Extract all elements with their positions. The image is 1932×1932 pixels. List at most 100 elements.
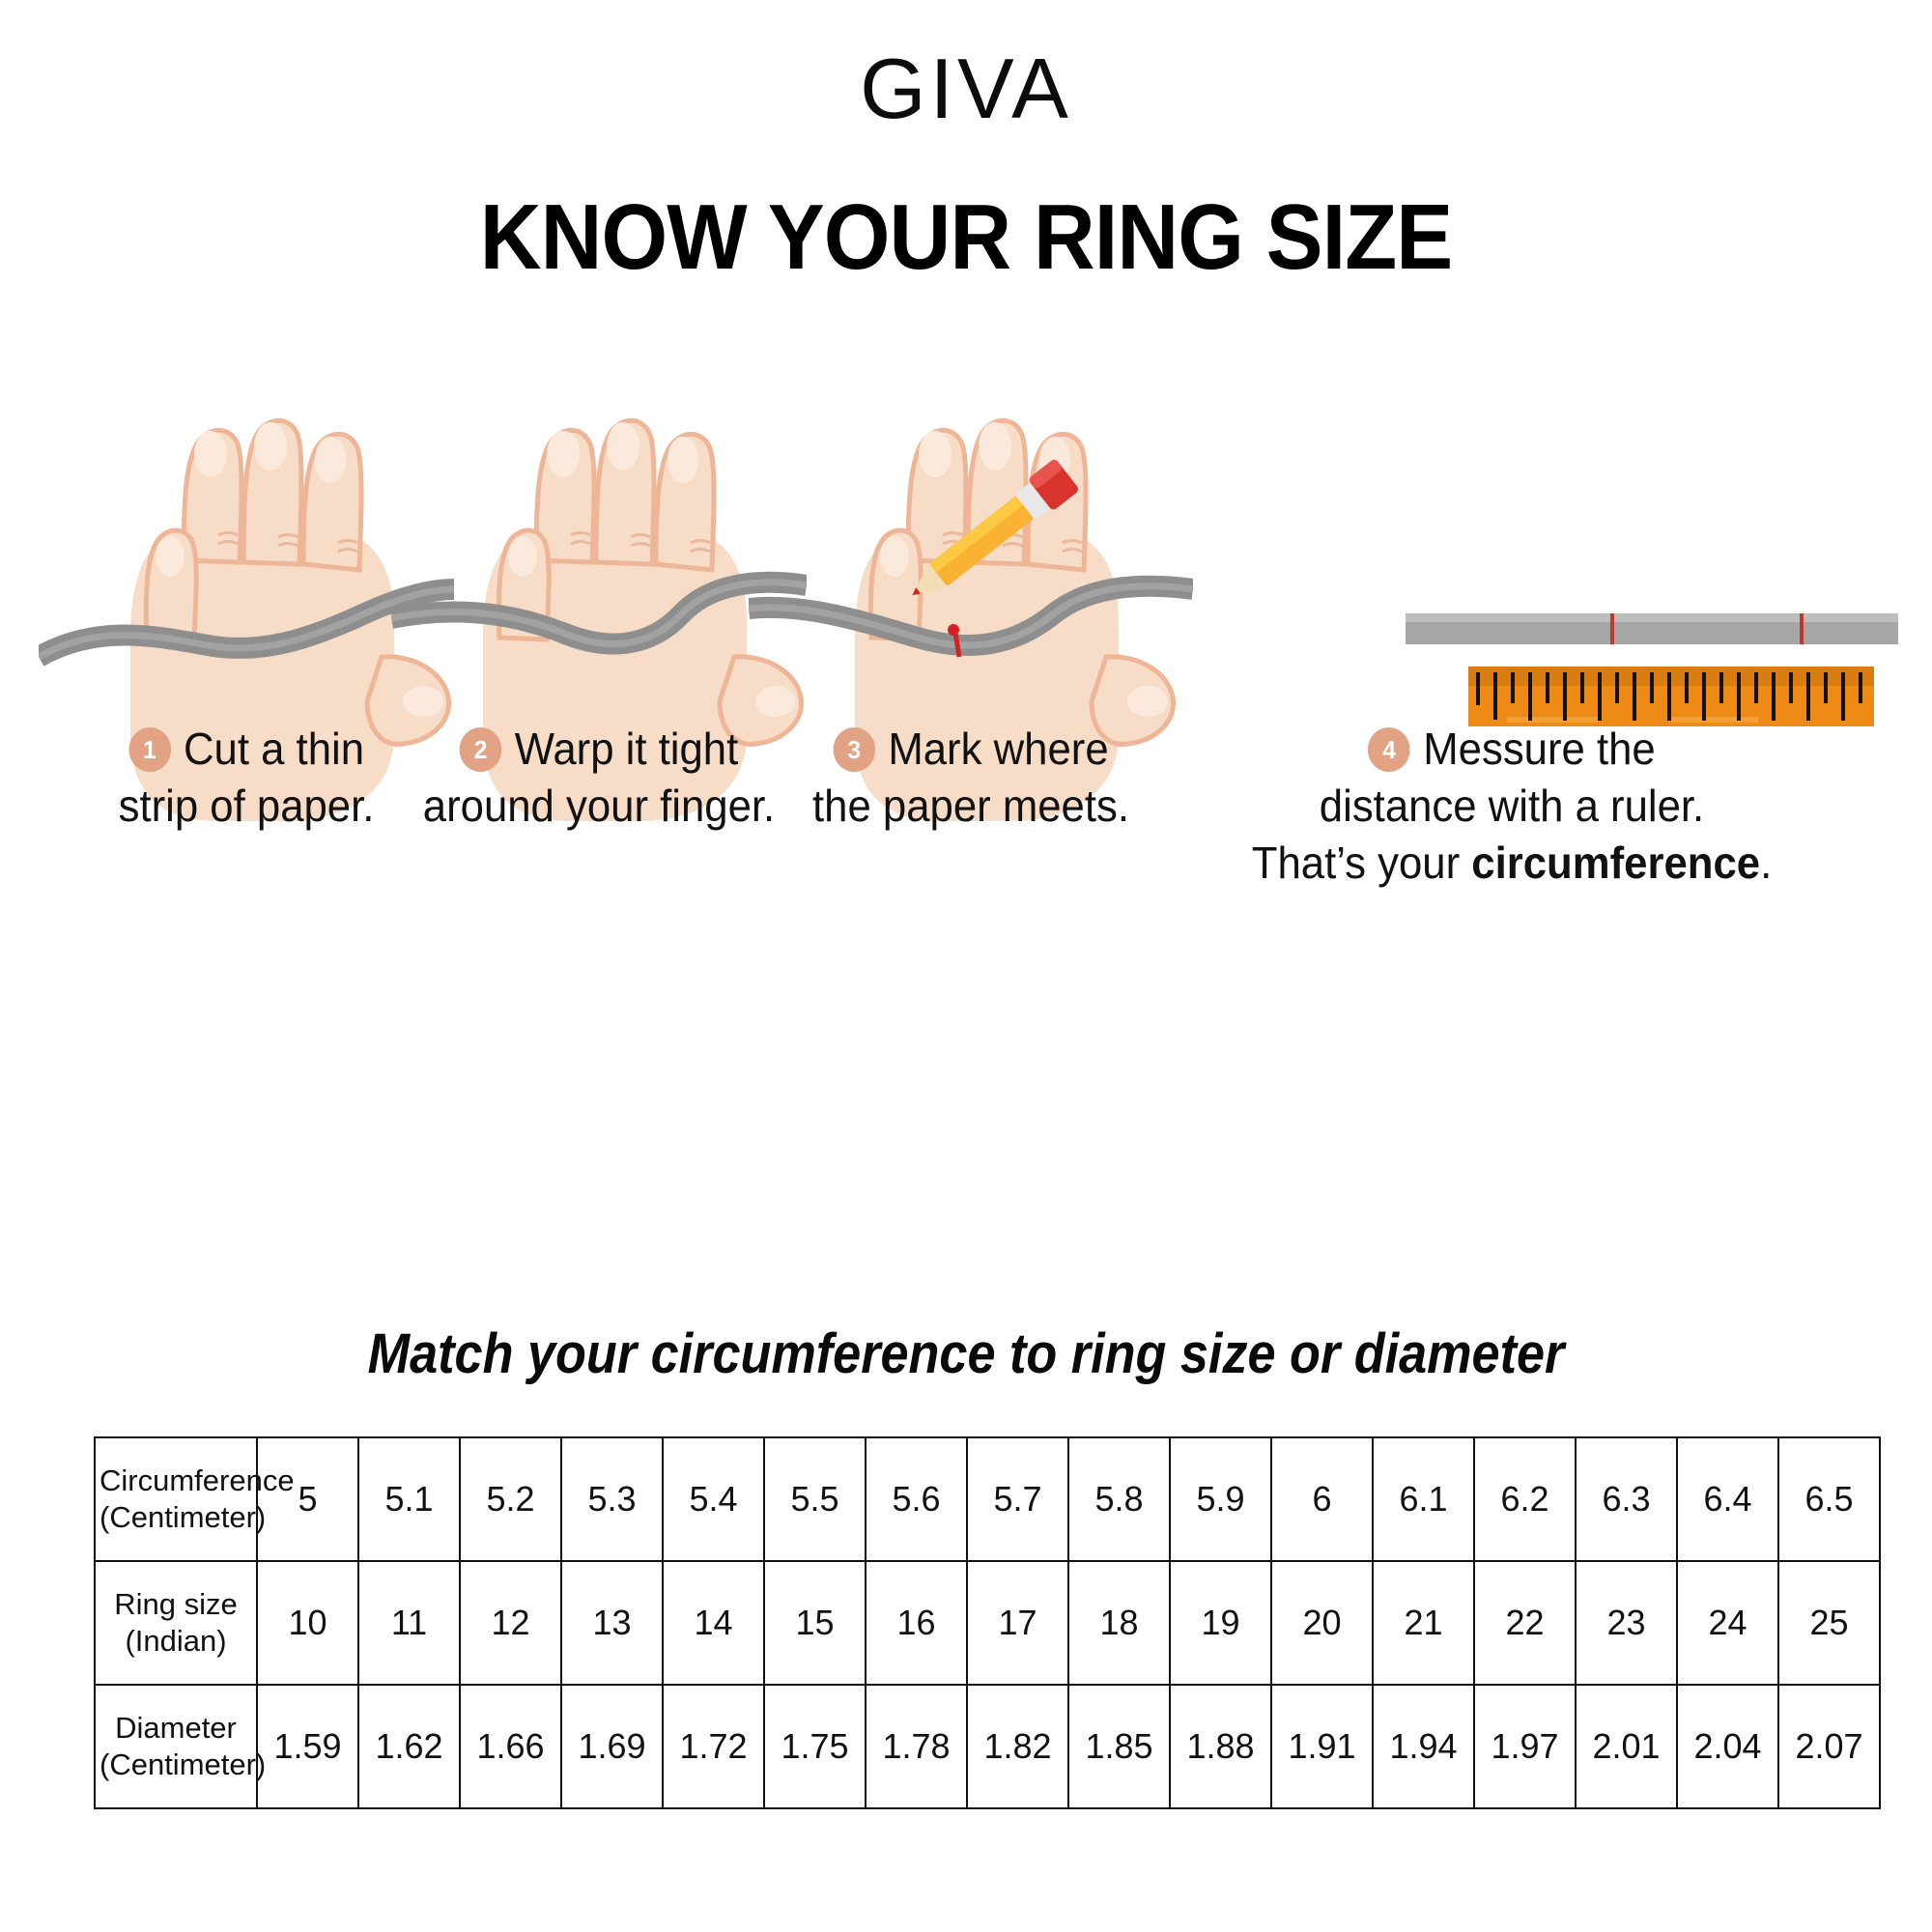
table-cell: 1.72 (662, 1684, 765, 1809)
table-row-label-line2: (Indian) (125, 1624, 227, 1658)
table-cell: 6.3 (1575, 1436, 1678, 1562)
table-cell: 18 (1067, 1560, 1171, 1686)
table-cell: 5 (256, 1436, 359, 1562)
size-table-wrapper: Circumference (Centimeter) 5 5.1 5.2 5.3 5.4 5.… (94, 1436, 1881, 1809)
step-3-caption: 3 Mark where the paper meets. (760, 721, 1182, 835)
table-cell: 1.91 (1270, 1684, 1374, 1809)
table-cell: 6.2 (1473, 1436, 1577, 1562)
table-cell: 15 (763, 1560, 867, 1686)
step-4-caption-line1: Messure the (1423, 724, 1656, 774)
table-cell: 17 (966, 1560, 1069, 1686)
table-cell: 10 (256, 1560, 359, 1686)
table-cell: 2.04 (1676, 1684, 1779, 1809)
table-cell: 6.4 (1676, 1436, 1779, 1562)
step-4-caption-line2: distance with a ruler. (1319, 780, 1705, 831)
table-cell: 5.7 (966, 1436, 1069, 1562)
step-1-caption-line2: strip of paper. (118, 780, 375, 831)
table-cell: 22 (1473, 1560, 1577, 1686)
table-cell: 5.3 (560, 1436, 664, 1562)
step-1-caption-line1: Cut a thin (183, 724, 365, 774)
table-subtitle: Match your circumference to ring size or… (367, 1322, 1565, 1385)
step-3-badge: 3 (833, 727, 876, 772)
table-cell: 5.5 (763, 1436, 867, 1562)
table-row: Diameter (Centimeter) 1.59 1.62 1.66 1.69 1.72… (94, 1684, 1881, 1809)
step-4-badge: 4 (1368, 727, 1410, 772)
table-row: Ring size (Indian) 10 11 12 13 14 15 16 17 18 19 20 2… (94, 1560, 1881, 1686)
table-cell: 12 (459, 1560, 562, 1686)
step-4-line3-suffix: . (1760, 837, 1773, 888)
table-cell: 23 (1575, 1560, 1678, 1686)
table-cell: 1.97 (1473, 1684, 1577, 1809)
hand-with-paper-strip-icon (39, 415, 454, 821)
table-cell: 25 (1777, 1560, 1881, 1686)
step-3-caption-line2: the paper meets. (812, 780, 1129, 831)
ruler-and-strip-icon (1125, 415, 1898, 821)
table-cell: 5.2 (459, 1436, 562, 1562)
step-1-caption: 1 Cut a thin strip of paper. (49, 721, 444, 835)
table-cell: 5.8 (1067, 1436, 1171, 1562)
table-cell: 16 (865, 1560, 968, 1686)
step-1-illustration (39, 415, 454, 821)
table-cell: 2.07 (1777, 1684, 1881, 1809)
table-cell: 5.4 (662, 1436, 765, 1562)
step-4-caption: 4 Messure the distance with a ruler. That… (1145, 721, 1879, 892)
table-cell: 1.94 (1372, 1684, 1475, 1809)
table-cell: 2.01 (1575, 1684, 1678, 1809)
table-cell: 5.9 (1169, 1436, 1272, 1562)
table-cell: 24 (1676, 1560, 1779, 1686)
table-row: Circumference (Centimeter) 5 5.1 5.2 5.3 5.4 5.… (94, 1436, 1881, 1562)
table-cell: 21 (1372, 1560, 1475, 1686)
ring-size-table: Circumference (Centimeter) 5 5.1 5.2 5.3 5.4 5.… (94, 1436, 1881, 1809)
step-2-badge: 2 (459, 727, 502, 772)
table-cell: 1.75 (763, 1684, 867, 1809)
steps-row: 1 Cut a thin strip of paper. (0, 415, 1932, 1092)
step-4-illustration (1125, 415, 1898, 821)
table-cell: 6.5 (1777, 1436, 1881, 1562)
table-cell: 1.66 (459, 1684, 562, 1809)
table-cell: 5.1 (357, 1436, 461, 1562)
step-1-badge: 1 (128, 727, 171, 772)
table-cell: 1.62 (357, 1684, 461, 1809)
table-cell: 14 (662, 1560, 765, 1686)
table-row-label-line1: Circumference (99, 1463, 295, 1498)
table-cell: 13 (560, 1560, 664, 1686)
table-row-label-line1: Ring size (114, 1587, 238, 1622)
step-2: 2 Warp it tight around your finger. (391, 415, 807, 1092)
table-cell: 1.78 (865, 1684, 968, 1809)
table-row-label-line2: (Centimeter) (99, 1747, 267, 1781)
table-cell: 11 (357, 1560, 461, 1686)
table-row-label: Diameter (Centimeter) (94, 1684, 267, 1809)
brand-logo: GIVA (860, 41, 1072, 136)
table-cell: 1.69 (560, 1684, 664, 1809)
table-cell: 20 (1270, 1560, 1374, 1686)
step-2-caption-line2: around your finger. (422, 780, 776, 831)
step-2-illustration (391, 415, 807, 821)
step-1: 1 Cut a thin strip of paper. (39, 415, 454, 1092)
step-3-illustration (749, 415, 1193, 821)
table-row-label-line2: (Centimeter) (99, 1500, 267, 1534)
table-cell: 19 (1169, 1560, 1272, 1686)
step-4: 4 Messure the distance with a ruler. That… (1125, 415, 1898, 1092)
table-row-label-line1: Diameter (115, 1711, 237, 1746)
table-cell: 1.59 (256, 1684, 359, 1809)
step-4-line3-bold: circumference (1471, 837, 1761, 888)
step-2-caption: 2 Warp it tight around your finger. (402, 721, 797, 835)
step-4-line3-prefix: That’s your (1251, 837, 1472, 888)
table-row-label: Circumference (Centimeter) (94, 1436, 295, 1562)
size-table-body: Circumference (Centimeter) 5 5.1 5.2 5.3 5.4 5.… (94, 1436, 1881, 1809)
table-cell: 1.82 (966, 1684, 1069, 1809)
table-cell: 6 (1270, 1436, 1374, 1562)
table-cell: 6.1 (1372, 1436, 1475, 1562)
page-title: KNOW YOUR RING SIZE (479, 185, 1453, 289)
table-cell: 1.85 (1067, 1684, 1171, 1809)
step-3-caption-line1: Mark where (888, 724, 1109, 774)
table-cell: 1.88 (1169, 1684, 1272, 1809)
table-row-label: Ring size (Indian) (94, 1560, 258, 1686)
step-4-caption-line3: That’s your circumference. (1145, 835, 1879, 892)
step-3: 3 Mark where the paper meets. (749, 415, 1193, 1092)
hand-with-pencil-icon (749, 415, 1193, 821)
hand-with-wrapped-strip-icon (391, 415, 807, 821)
table-cell: 5.6 (865, 1436, 968, 1562)
step-2-caption-line1: Warp it tight (514, 724, 739, 774)
